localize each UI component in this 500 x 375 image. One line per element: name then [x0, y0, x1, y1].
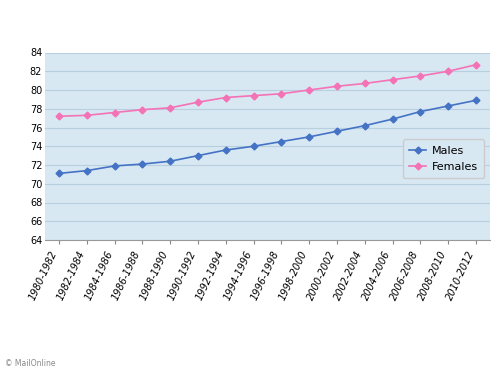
- Females: [56, 114, 62, 118]
- Males: [84, 168, 89, 173]
- Females: [446, 69, 452, 74]
- Line: Males: Males: [56, 98, 478, 176]
- Males: [250, 144, 256, 148]
- Females: [140, 107, 145, 112]
- Males: [446, 104, 452, 108]
- Males: [140, 162, 145, 166]
- Females: [223, 95, 229, 100]
- Males: [278, 140, 284, 144]
- Females: [278, 92, 284, 96]
- Males: [195, 153, 201, 158]
- Males: [334, 129, 340, 134]
- Females: [418, 74, 424, 78]
- Females: [362, 81, 368, 86]
- Females: [250, 93, 256, 98]
- Females: [112, 110, 117, 115]
- Males: [473, 98, 479, 103]
- Females: [195, 100, 201, 105]
- Females: [167, 106, 173, 110]
- Females: [390, 78, 396, 82]
- Males: [306, 135, 312, 139]
- Legend: Males, Females: Males, Females: [403, 139, 484, 178]
- Males: [390, 117, 396, 122]
- Females: [84, 113, 89, 118]
- Males: [167, 159, 173, 164]
- Text: LIVING LONGER: LIFE EXPECTANCY AT BIRTH: LIVING LONGER: LIFE EXPECTANCY AT BIRTH: [50, 18, 450, 33]
- Females: [334, 84, 340, 88]
- Males: [223, 148, 229, 152]
- Females: [306, 88, 312, 92]
- Males: [56, 171, 62, 176]
- Males: [418, 110, 424, 114]
- Females: [473, 62, 479, 67]
- Males: [362, 123, 368, 128]
- Males: [112, 164, 117, 168]
- Text: © MailOnline: © MailOnline: [5, 358, 56, 368]
- Line: Females: Females: [56, 62, 478, 118]
